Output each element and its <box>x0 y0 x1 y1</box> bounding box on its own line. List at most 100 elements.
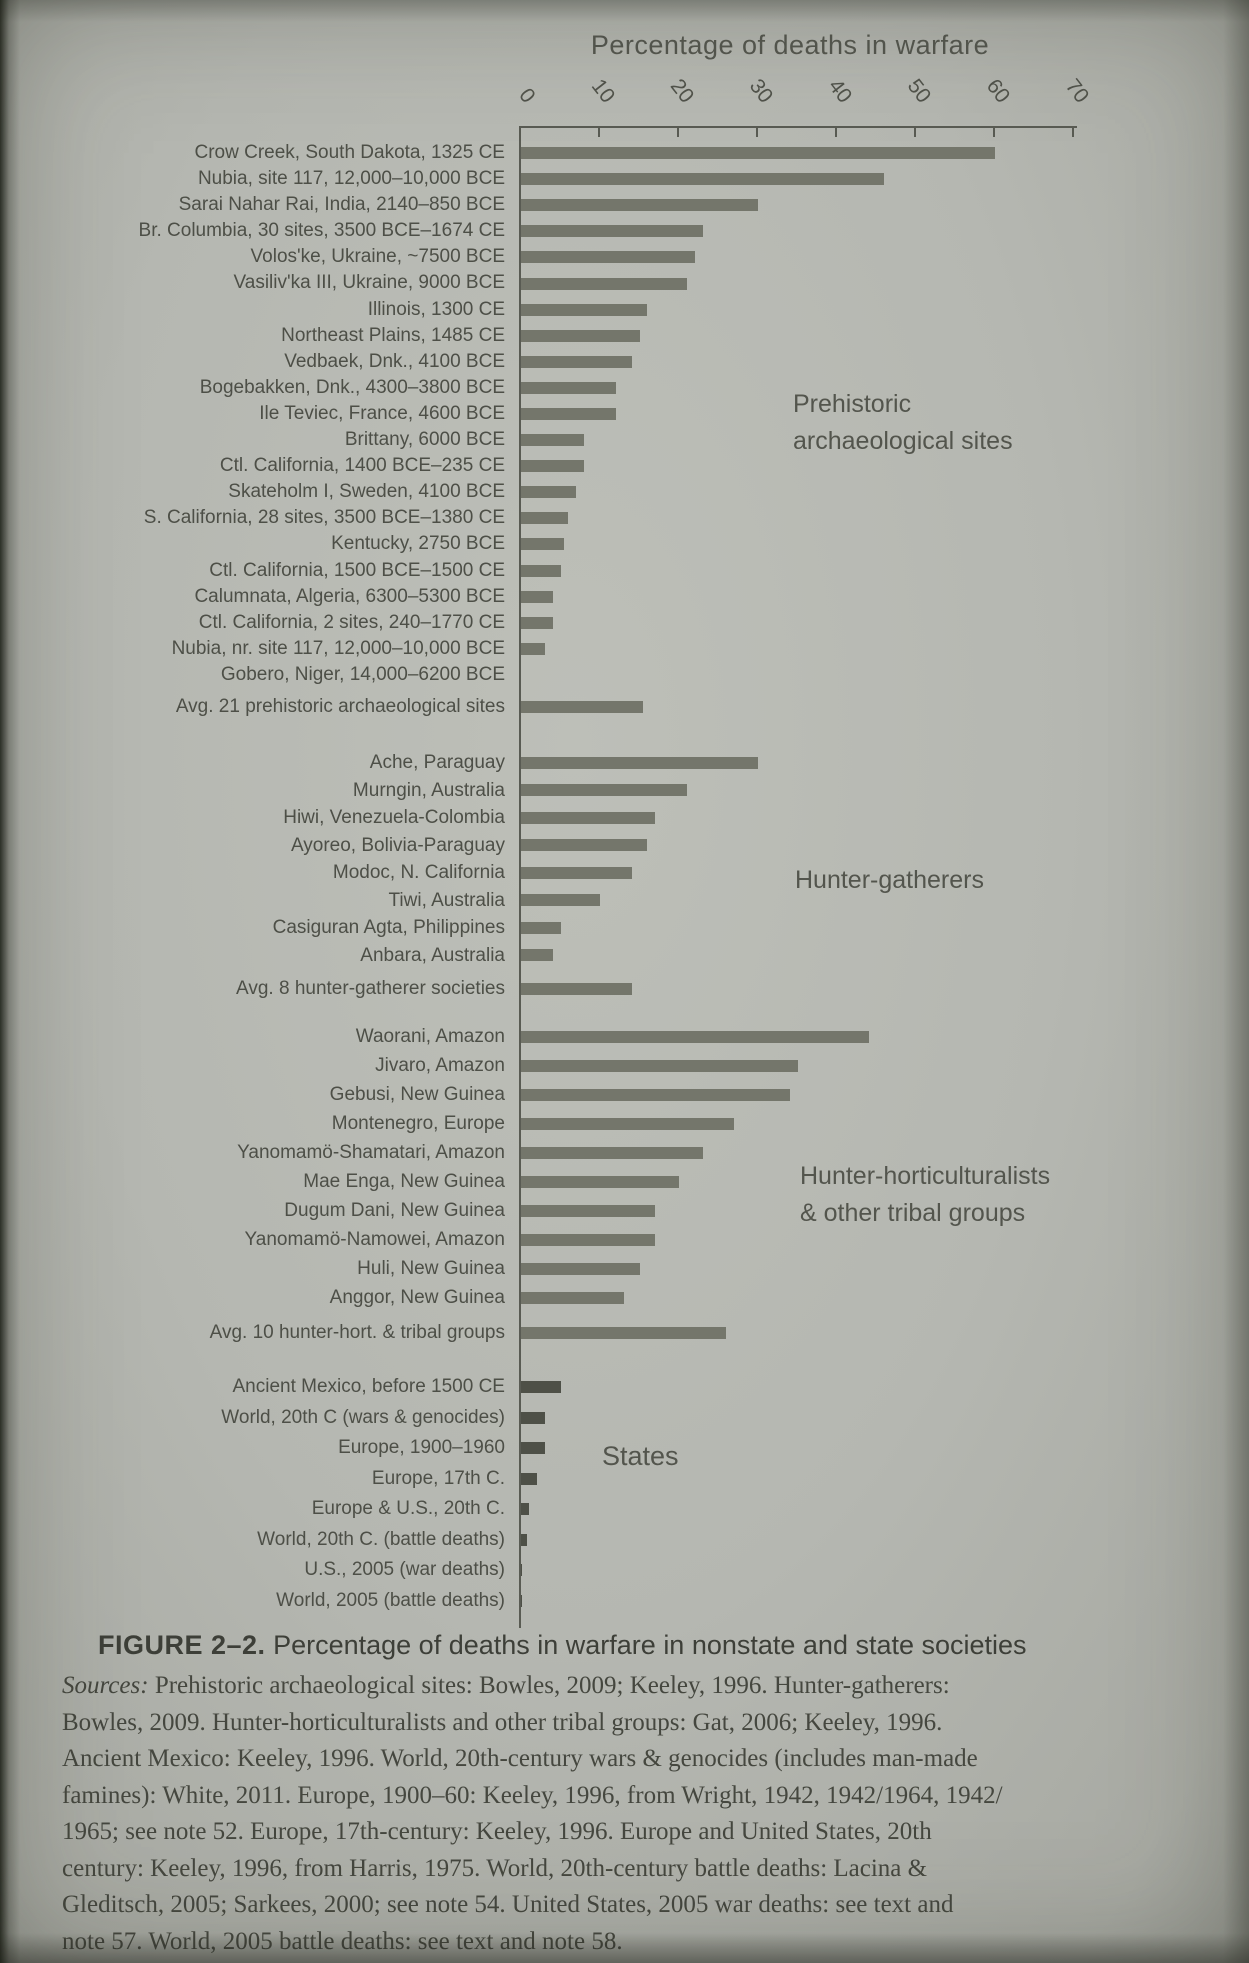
chart-row: Ctl. California, 1400 BCE–235 CE <box>0 453 1249 479</box>
bar <box>521 1088 790 1101</box>
group-annotation-hunter-horticulturalists: Hunter-horticulturalists & other tribal g… <box>800 1158 1050 1232</box>
row-label: Huli, New Guinea <box>357 1258 505 1279</box>
chart-row: Ctl. California, 2 sites, 240–1770 CE <box>0 610 1249 636</box>
chart-row: Vasiliv'ka III, Ukraine, 9000 BCE <box>0 270 1249 296</box>
bar <box>521 982 632 995</box>
row-label: Ctl. California, 1400 BCE–235 CE <box>219 455 505 477</box>
chart-row: Casiguran Agta, Philippines <box>0 914 1249 942</box>
chart-row: Br. Columbia, 30 sites, 3500 BCE–1674 CE <box>0 218 1249 244</box>
row-label: Gobero, Niger, 14,000–6200 BCE <box>220 663 505 685</box>
row-label: Waorani, Amazon <box>355 1026 505 1047</box>
chart-row: Nubia, nr. site 117, 12,000–10,000 BCE <box>0 636 1249 662</box>
chart-row: Skateholm I, Sweden, 4100 BCE <box>0 479 1249 505</box>
row-label: Europe, 17th C. <box>371 1467 505 1489</box>
bar <box>521 784 687 797</box>
row-label: Nubia, site 117, 12,000–10,000 BCE <box>197 168 505 190</box>
chart-row: Sarai Nahar Rai, India, 2140–850 BCE <box>0 192 1249 218</box>
chart-row: Huli, New Guinea <box>0 1254 1249 1283</box>
chart-row: Waorani, Amazon <box>0 1022 1249 1051</box>
bar <box>521 839 648 852</box>
axis-tick <box>914 128 916 137</box>
row-label: Ile Teviec, France, 4600 BCE <box>259 402 505 424</box>
row-label: Jivaro, Amazon <box>375 1055 505 1076</box>
chart-row: Crow Creek, South Dakota, 1325 CE <box>0 140 1249 166</box>
bar <box>521 1411 545 1424</box>
row-label: Nubia, nr. site 117, 12,000–10,000 BCE <box>171 637 505 659</box>
bar <box>521 1262 640 1275</box>
axis-tick-label: 40 <box>823 74 856 108</box>
axis-tick-label: 60 <box>981 74 1014 108</box>
chart-row: Ancient Mexico, before 1500 CE <box>0 1372 1249 1403</box>
bar <box>521 303 648 316</box>
row-label: World, 20th C. (battle deaths) <box>257 1528 505 1550</box>
chart-row: Kentucky, 2750 BCE <box>0 531 1249 557</box>
bar <box>521 1381 561 1394</box>
bar <box>521 866 632 879</box>
chart-row: Europe & U.S., 20th C. <box>0 1494 1249 1525</box>
row-label: Modoc, N. California <box>332 862 505 883</box>
row-label: Hiwi, Venezuela-Colombia <box>283 807 505 828</box>
chart-row: Northeast Plains, 1485 CE <box>0 323 1249 349</box>
chart-row: Anbara, Australia <box>0 942 1249 970</box>
bar <box>521 329 640 342</box>
row-label: U.S., 2005 (war deaths) <box>304 1559 505 1580</box>
row-label: Yanomamö-Shamatari, Amazon <box>237 1142 505 1163</box>
row-label: Northeast Plains, 1485 CE <box>281 324 505 346</box>
axis-tick-label: 30 <box>744 74 777 108</box>
axis-tick <box>598 128 600 137</box>
bar <box>521 407 616 420</box>
axis-tick <box>1072 128 1074 137</box>
bar <box>521 1059 798 1072</box>
row-label: World, 20th C (wars & genocides) <box>221 1406 505 1428</box>
row-label: Br. Columbia, 30 sites, 3500 BCE–1674 CE <box>138 220 505 242</box>
group-annotation-states: States <box>602 1438 679 1475</box>
axis-tick <box>835 128 837 137</box>
row-label: Ctl. California, 1500 BCE–1500 CE <box>209 559 505 581</box>
row-label: S. California, 28 sites, 3500 BCE–1380 C… <box>143 507 505 529</box>
bar-group-hunter-horticulturalists: Waorani, Amazon Jivaro, Amazon Gebusi, New… <box>0 1022 1249 1347</box>
bar <box>521 1442 545 1455</box>
row-label: Ctl. California, 2 sites, 240–1770 CE <box>198 611 505 633</box>
bar <box>521 756 758 769</box>
bar <box>521 1030 869 1043</box>
chart-row: S. California, 28 sites, 3500 BCE–1380 C… <box>0 505 1249 531</box>
row-label: Avg. 21 prehistoric archaeological sites <box>175 695 505 717</box>
chart-row: U.S., 2005 (war deaths) <box>0 1555 1249 1586</box>
row-label: Crow Creek, South Dakota, 1325 CE <box>194 142 506 163</box>
bar <box>521 225 703 238</box>
chart-row: Jivaro, Amazon <box>0 1051 1249 1080</box>
row-label: Volos'ke, Ukraine, ~7500 BCE <box>250 246 505 268</box>
chart-row: Nubia, site 117, 12,000–10,000 BCE <box>0 166 1249 192</box>
bar-group-states: Ancient Mexico, before 1500 CE World, 20t… <box>0 1372 1249 1616</box>
chart-row: Avg. 8 hunter-gatherer societies <box>0 975 1249 1003</box>
bar <box>521 1291 624 1304</box>
chart-row: World, 20th C (wars & genocides) <box>0 1403 1249 1434</box>
chart-row: Ctl. California, 1500 BCE–1500 CE <box>0 558 1249 584</box>
bar <box>521 486 577 499</box>
chart-row: Avg. 21 prehistoric archaeological sites <box>0 694 1249 720</box>
bar <box>521 701 644 714</box>
chart-row: Illinois, 1300 CE <box>0 297 1249 323</box>
bar <box>521 894 600 907</box>
bar-group-prehistoric-sites: Crow Creek, South Dakota, 1325 CE Nubia, … <box>0 140 1249 720</box>
axis-tick <box>993 128 995 137</box>
axis-tick <box>756 128 758 137</box>
chart-row: Tiwi, Australia <box>0 887 1249 915</box>
row-label: Yanomamö-Namowei, Amazon <box>244 1229 505 1250</box>
x-axis-title: Percentage of deaths in warfare <box>590 30 990 60</box>
bar <box>521 1326 727 1339</box>
row-label: Kentucky, 2750 BCE <box>331 533 505 555</box>
annotation-line: Hunter-gatherers <box>795 866 984 894</box>
bar <box>521 434 585 447</box>
bar <box>521 538 565 551</box>
row-label: Dugum Dani, New Guinea <box>284 1200 505 1221</box>
bar <box>521 173 885 186</box>
row-label: Anggor, New Guinea <box>329 1287 505 1308</box>
annotation-line: States <box>602 1441 679 1471</box>
row-label: Illinois, 1300 CE <box>367 298 505 320</box>
bar <box>521 921 561 934</box>
chart-row: Brittany, 6000 BCE <box>0 427 1249 453</box>
bar <box>521 1204 656 1217</box>
chart-row: Avg. 10 hunter-hort. & tribal groups <box>0 1318 1249 1347</box>
axis-tick-label: 10 <box>586 74 619 108</box>
